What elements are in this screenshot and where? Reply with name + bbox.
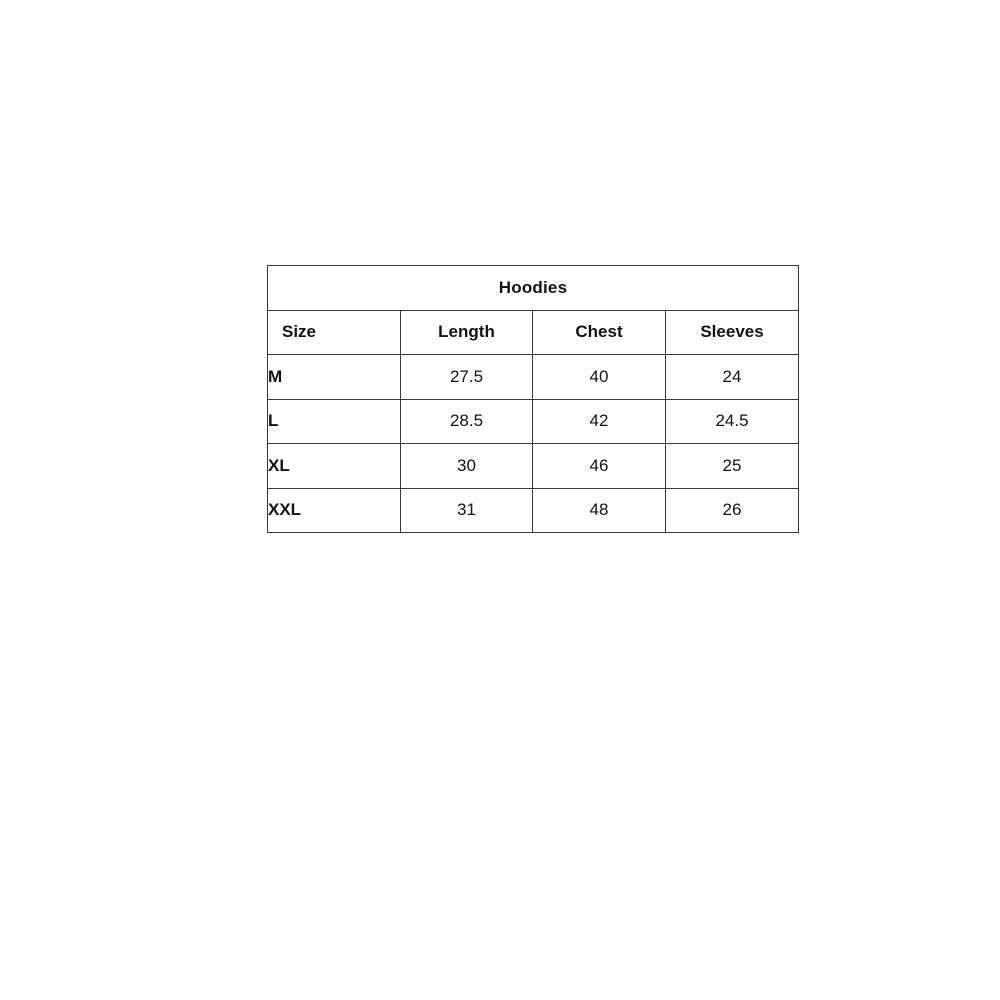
table-row: XL 30 46 25	[267, 443, 800, 489]
size-chart: Hoodies Size Length Chest Sleeves M 27.5…	[266, 265, 800, 533]
column-header-size: Size	[267, 309, 401, 355]
chest-value: 42	[532, 398, 666, 444]
table-row: L 28.5 42 24.5	[267, 398, 800, 444]
row-label-xxl: XXL	[267, 487, 401, 533]
row-label-l: L	[267, 398, 401, 444]
table-title: Hoodies	[266, 265, 800, 311]
column-header-chest: Chest	[532, 309, 666, 355]
chest-value: 40	[532, 354, 666, 400]
length-value: 31	[400, 487, 533, 533]
row-label-xl: XL	[267, 443, 401, 489]
column-header-length: Length	[400, 309, 533, 355]
row-label-m: M	[267, 354, 401, 400]
size-chart-table: Hoodies Size Length Chest Sleeves M 27.5…	[266, 265, 800, 533]
chest-value: 46	[532, 443, 666, 489]
length-value: 27.5	[400, 354, 533, 400]
sleeves-value: 24	[664, 354, 800, 400]
table-header-row: Size Length Chest Sleeves	[267, 309, 800, 355]
table-row: M 27.5 40 24	[267, 354, 800, 400]
length-value: 28.5	[400, 398, 533, 444]
table-row: XXL 31 48 26	[267, 487, 800, 533]
sleeves-value: 25	[664, 443, 800, 489]
chest-value: 48	[532, 487, 666, 533]
table-title-row: Hoodies	[266, 265, 800, 311]
column-header-sleeves: Sleeves	[664, 309, 800, 355]
sleeves-value: 24.5	[664, 398, 800, 444]
sleeves-value: 26	[664, 487, 800, 533]
length-value: 30	[400, 443, 533, 489]
